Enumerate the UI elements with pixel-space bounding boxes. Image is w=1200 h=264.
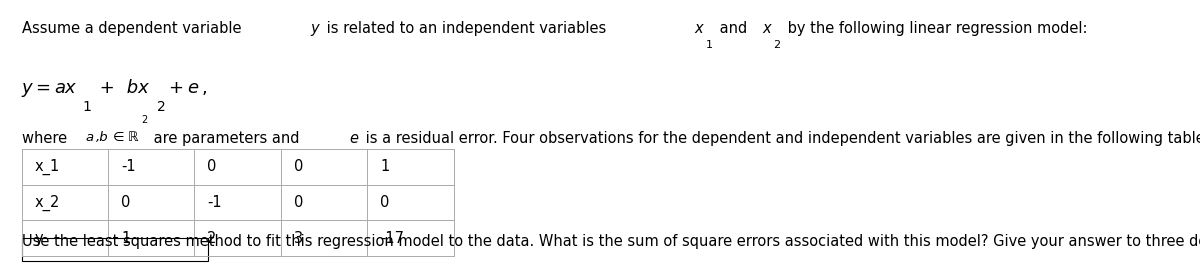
Text: ax: ax (55, 79, 77, 97)
Text: -17: -17 (380, 231, 404, 246)
Text: is a residual error. Four observations for the dependent and independent variabl: is a residual error. Four observations f… (361, 131, 1200, 146)
Text: 0: 0 (121, 195, 131, 210)
Text: 2: 2 (156, 100, 166, 114)
Text: a: a (85, 131, 94, 144)
Text: x: x (762, 21, 772, 36)
Text: are parameters and: are parameters and (149, 131, 304, 146)
Text: ℝ: ℝ (127, 131, 138, 144)
Text: 0: 0 (294, 159, 304, 175)
Text: is related to an independent variables: is related to an independent variables (322, 21, 611, 36)
Text: 2: 2 (208, 231, 217, 246)
Text: 1: 1 (121, 231, 131, 246)
Text: 1: 1 (83, 100, 91, 114)
Text: ,: , (202, 79, 208, 97)
Text: e: e (349, 131, 358, 146)
Text: +: + (94, 79, 115, 97)
Text: by the following linear regression model:: by the following linear regression model… (782, 21, 1087, 36)
Text: where: where (22, 131, 71, 146)
Text: 0: 0 (294, 195, 304, 210)
Text: =: = (35, 79, 50, 97)
Text: 2: 2 (774, 40, 781, 50)
Text: 2: 2 (140, 115, 148, 125)
Text: y: y (311, 21, 319, 36)
Text: Use the least squares method to fit this regression model to the data. What is t: Use the least squares method to fit this… (22, 234, 1200, 249)
Text: x_1: x_1 (35, 159, 60, 175)
Text: ,b: ,b (96, 131, 109, 144)
Text: bx: bx (121, 79, 149, 97)
Text: -1: -1 (208, 195, 222, 210)
Text: y: y (35, 231, 43, 246)
Text: 1: 1 (380, 159, 390, 175)
Text: +: + (168, 79, 182, 97)
Text: Assume a dependent variable: Assume a dependent variable (22, 21, 246, 36)
Text: e: e (187, 79, 198, 97)
Text: ∈: ∈ (113, 131, 124, 144)
Text: x: x (695, 21, 703, 36)
Text: 0: 0 (208, 159, 217, 175)
Text: 3: 3 (294, 231, 302, 246)
FancyBboxPatch shape (22, 238, 208, 261)
Text: 1: 1 (706, 40, 713, 50)
Text: y: y (22, 79, 32, 97)
Text: and: and (715, 21, 751, 36)
Text: -1: -1 (121, 159, 136, 175)
Text: 0: 0 (380, 195, 390, 210)
Text: x_2: x_2 (35, 195, 60, 211)
